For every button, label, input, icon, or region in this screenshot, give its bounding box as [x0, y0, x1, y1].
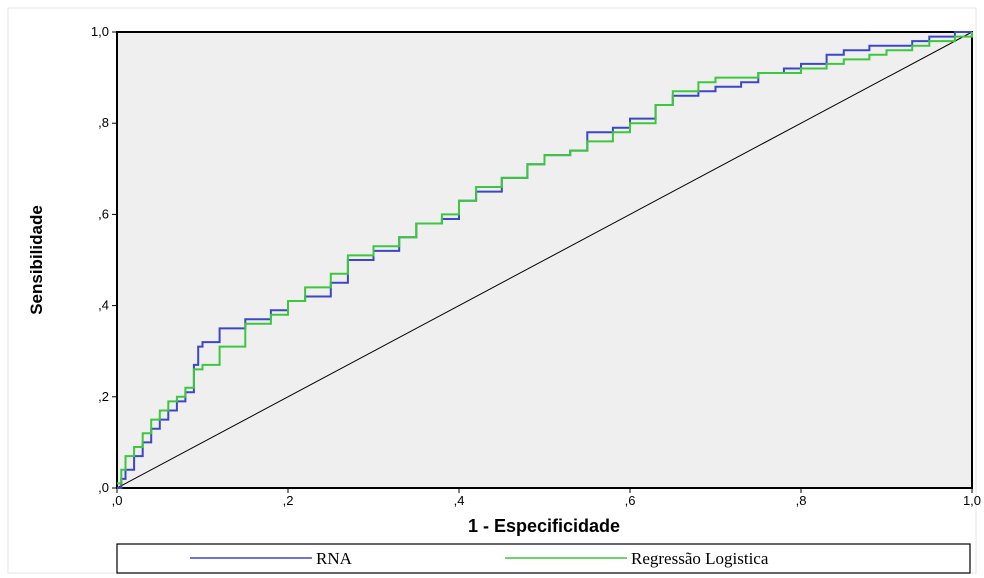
x-tick-label: 1,0 [963, 493, 981, 508]
y-axis-label: Sensibilidade [27, 205, 46, 315]
x-tick-label: ,6 [625, 493, 636, 508]
series-line-regressao-logistica [117, 32, 973, 485]
series-line-rna [117, 31, 972, 489]
y-axis-ticks: ,0 ,2 ,4 ,6 ,8 1,0 [91, 24, 117, 495]
y-tick-label: ,4 [98, 298, 109, 313]
x-tick-label: ,4 [454, 493, 465, 508]
y-tick-label: 1,0 [91, 24, 109, 39]
y-tick-label: ,8 [98, 115, 109, 130]
legend-label-regressao-logistica: Regressão Logistica [631, 549, 769, 568]
legend: RNA Regressão Logistica [116, 543, 971, 574]
x-tick-label: ,8 [796, 493, 807, 508]
x-tick-label: ,2 [283, 493, 294, 508]
x-tick-label: ,0 [112, 493, 123, 508]
x-axis-label: 1 - Especificidade [468, 516, 620, 536]
y-tick-label: ,6 [98, 206, 109, 221]
y-tick-label: ,0 [98, 480, 109, 495]
reference-diagonal-line [116, 31, 973, 489]
legend-label-rna: RNA [316, 549, 353, 568]
x-axis-ticks: ,0 ,2 ,4 ,6 ,8 1,0 [112, 488, 981, 508]
y-tick-label: ,2 [98, 389, 109, 404]
